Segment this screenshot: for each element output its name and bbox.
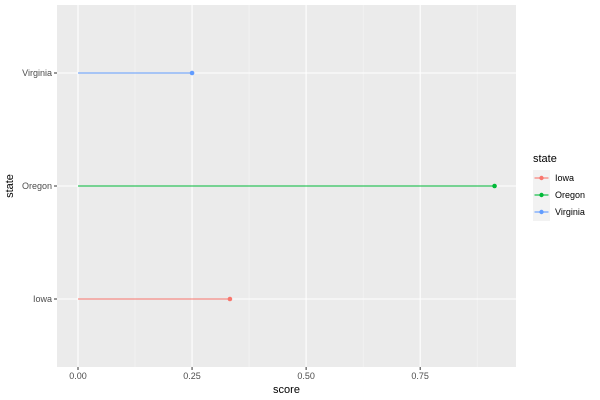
y-axis-title: state <box>4 174 16 198</box>
legend-title: state <box>533 153 557 165</box>
legend: state Iowa Oregon Virginia <box>533 153 585 221</box>
lollipop-marks <box>77 70 497 302</box>
y-tick-label-1: Oregon <box>22 181 52 191</box>
x-axis: 0.00 0.25 0.50 0.75 <box>69 367 429 381</box>
legend-label-oregon: Oregon <box>555 190 585 200</box>
legend-key-point-iowa <box>539 175 544 181</box>
y-axis: Iowa Oregon Virginia <box>22 68 57 304</box>
legend-key-point-oregon <box>539 192 544 198</box>
x-tick-label-0: 0.00 <box>69 371 87 381</box>
x-tick-label-1: 0.25 <box>183 371 201 381</box>
x-axis-title: score <box>273 384 300 396</box>
x-tick-label-2: 0.50 <box>297 371 315 381</box>
point-iowa <box>227 296 233 302</box>
y-tick-label-0: Iowa <box>33 294 52 304</box>
x-tick-label-3: 0.75 <box>411 371 429 381</box>
point-oregon <box>492 183 497 189</box>
legend-label-virginia: Virginia <box>555 207 585 217</box>
point-virginia <box>189 70 195 76</box>
y-tick-label-2: Virginia <box>22 68 52 78</box>
legend-label-iowa: Iowa <box>555 173 574 183</box>
legend-key-point-virginia <box>539 209 544 215</box>
